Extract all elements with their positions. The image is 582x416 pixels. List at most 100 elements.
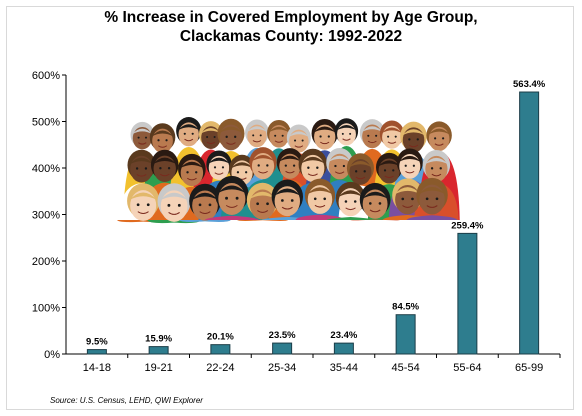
- person-fringe: [191, 192, 219, 201]
- person-fringe: [278, 155, 302, 162]
- person-eye: [167, 167, 171, 170]
- bar: [210, 344, 231, 355]
- data-label: 563.4%: [513, 79, 546, 90]
- person-face: [130, 190, 157, 221]
- person-smile: [226, 142, 236, 145]
- person-smile: [199, 211, 211, 215]
- chart-subtitle: Clackamas County: 1992-2022: [179, 28, 403, 45]
- person-smile: [345, 207, 356, 211]
- person-fringe: [288, 131, 310, 138]
- person-face: [130, 155, 153, 183]
- person-face: [328, 153, 351, 180]
- person-eye: [292, 164, 296, 167]
- person-figure: [350, 182, 400, 221]
- y-tick-label: 200%: [32, 256, 60, 268]
- person-eye: [434, 137, 437, 140]
- person-eye: [439, 167, 442, 170]
- person-face: [153, 155, 176, 183]
- person-smile: [355, 176, 366, 180]
- person-smile: [137, 211, 149, 215]
- person-fringe: [394, 187, 421, 195]
- person-body: [179, 220, 231, 222]
- person-eye: [177, 203, 181, 207]
- person-face: [337, 123, 356, 146]
- person-eye: [404, 164, 407, 167]
- x-tick-label: 14-18: [83, 362, 111, 374]
- person-eye: [144, 167, 148, 170]
- person-face: [399, 154, 421, 179]
- crowd-illustration: [117, 106, 460, 224]
- person-eye: [334, 164, 337, 168]
- y-tick-label: 300%: [32, 210, 60, 222]
- person-figure: [147, 183, 201, 224]
- person-eye: [157, 139, 160, 142]
- person-figure: [237, 182, 289, 221]
- chart-title: % Increase in Covered Employment by Age …: [0, 8, 582, 46]
- person-face: [349, 159, 372, 185]
- person-fringe: [398, 155, 421, 163]
- person-fringe: [273, 188, 301, 196]
- data-label: 259.4%: [451, 220, 484, 231]
- person-smile: [281, 206, 293, 210]
- person-eye: [235, 196, 239, 200]
- person-face: [378, 158, 400, 184]
- person-smile: [405, 170, 415, 174]
- person-eye: [392, 169, 395, 172]
- person-face: [425, 155, 448, 183]
- person-figure: [295, 178, 345, 220]
- person-smile: [136, 174, 147, 177]
- person-face: [362, 189, 388, 219]
- person-smile: [408, 144, 419, 148]
- person-smile: [225, 204, 238, 208]
- y-tick-label: 500%: [32, 117, 60, 129]
- y-tick-label: 0%: [44, 349, 60, 361]
- person-fringe: [132, 128, 153, 135]
- person-body: [204, 215, 259, 220]
- person-smile: [294, 145, 304, 148]
- person-smile: [314, 204, 326, 208]
- person-smile: [258, 170, 268, 174]
- person-smile: [431, 173, 442, 177]
- person-face: [218, 183, 246, 215]
- person-fringe: [129, 157, 154, 165]
- person-fringe: [217, 185, 247, 194]
- person-body: [350, 219, 400, 221]
- person-eye: [349, 132, 352, 135]
- person-eye: [387, 135, 390, 138]
- person-smile: [434, 143, 444, 146]
- person-face: [201, 126, 221, 149]
- person-face: [289, 129, 309, 153]
- person-face: [402, 127, 425, 153]
- person-face: [301, 154, 325, 182]
- person-eye: [383, 169, 387, 172]
- person-fringe: [336, 124, 357, 131]
- person-eye: [307, 166, 310, 169]
- y-tick-label: 100%: [32, 303, 60, 315]
- person-eye: [191, 132, 194, 135]
- person-smile: [157, 145, 168, 148]
- bar: [272, 342, 293, 355]
- person-eye: [323, 197, 327, 201]
- data-label: 84.5%: [392, 302, 419, 313]
- chart-axes: 0% 100% 200% 300% 400% 500% 600% 14-18 19-21 22-2…: [32, 70, 561, 374]
- person-eye: [281, 134, 284, 137]
- x-tick-label: 45-54: [392, 362, 420, 374]
- person-fringe: [402, 129, 425, 136]
- person-smile: [159, 173, 170, 177]
- person-fringe: [152, 157, 177, 165]
- source-note: Source: U.S. Census, LEHD, QWI Explorer: [50, 396, 203, 405]
- person-body: [326, 216, 375, 220]
- person-smile: [307, 173, 318, 177]
- person-eye: [221, 166, 225, 169]
- person-eye: [274, 134, 277, 137]
- person-fringe: [428, 128, 451, 135]
- person-smile: [252, 140, 262, 143]
- person-face: [208, 155, 230, 180]
- person-figure: [326, 181, 375, 220]
- person-face: [419, 184, 445, 215]
- person-eye: [236, 171, 240, 174]
- person-face: [178, 122, 199, 147]
- person-eye: [290, 199, 294, 202]
- person-smile: [285, 170, 295, 174]
- person-eye: [165, 139, 168, 142]
